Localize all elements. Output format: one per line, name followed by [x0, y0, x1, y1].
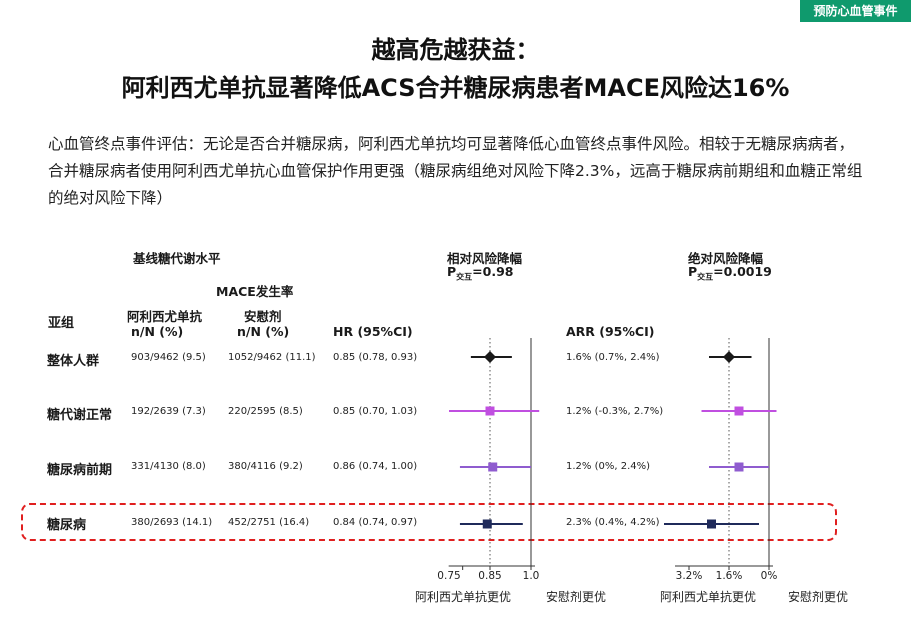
- row-placebo-normoglycemia: 220/2595 (8.5): [228, 406, 303, 417]
- rel-point-square: [488, 462, 498, 472]
- header-relative-risk: 相对风险降幅: [447, 251, 523, 266]
- page-title-line2: 阿利西尤单抗显著降低ACS合并糖尿病患者MACE风险达16%: [121, 74, 790, 102]
- diabetes-highlight-box: [21, 503, 837, 541]
- row-drug-overall: 903/9462 (9.5): [131, 352, 206, 363]
- category-badge: 预防心血管事件: [800, 0, 911, 22]
- header-arr: ARR (95%CI): [566, 324, 655, 339]
- row-label-diabetes: 糖尿病: [47, 518, 87, 533]
- row-arr-overall: 1.6% (0.7%, 2.4%): [566, 352, 660, 363]
- rel-point-square: [482, 519, 492, 529]
- row-placebo-prediabetes: 380/4116 (9.2): [228, 461, 303, 472]
- row-arr-prediabetes: 1.2% (0%, 2.4%): [566, 461, 651, 472]
- row-hr-normoglycemia: 0.85 (0.70, 1.03): [333, 406, 418, 417]
- row-drug-diabetes: 380/2693 (14.1): [131, 517, 213, 528]
- abs-point-square: [707, 519, 716, 529]
- header-baseline: 基线糖代谢水平: [133, 251, 221, 266]
- abs-tick-label: 0%: [760, 570, 778, 582]
- row-label-overall: 整体人群: [47, 354, 100, 369]
- header-placebo-unit: n/N (%): [237, 324, 290, 339]
- rel-point-square: [485, 406, 495, 416]
- rel-tick-label: 0.75: [437, 570, 461, 582]
- rel-point-diamond: [484, 351, 496, 363]
- rel-p-interaction: P交互=0.98: [447, 264, 514, 282]
- rel-tick-label: 0.85: [478, 570, 502, 582]
- intro-paragraph: 心血管终点事件评估：无论是否合并糖尿病，阿利西尤单抗均可显著降低心血管终点事件风…: [48, 135, 863, 207]
- row-hr-prediabetes: 0.86 (0.74, 1.00): [333, 461, 418, 472]
- header-mace-rate: MACE发生率: [216, 284, 294, 299]
- abs-point-square: [734, 406, 744, 416]
- abs-point-diamond: [723, 351, 735, 363]
- row-drug-normoglycemia: 192/2639 (7.3): [131, 406, 206, 417]
- rel-tick-label: 1.0: [522, 570, 540, 582]
- abs-tick-label: 3.2%: [675, 570, 703, 582]
- row-label-prediabetes: 糖尿病前期: [47, 463, 113, 478]
- rel-favors-right: 安慰剂更优: [546, 590, 607, 604]
- abs-favors-left: 阿利西尤单抗更优: [660, 590, 757, 604]
- page-title-line1: 越高危越获益：: [371, 36, 540, 64]
- header-placebo: 安慰剂: [244, 309, 282, 324]
- header-subgroup: 亚组: [48, 316, 75, 331]
- row-drug-prediabetes: 331/4130 (8.0): [131, 461, 206, 472]
- row-hr-diabetes: 0.84 (0.74, 0.97): [333, 517, 418, 528]
- row-placebo-diabetes: 452/2751 (16.4): [228, 517, 310, 528]
- header-drug-unit: n/N (%): [131, 324, 184, 339]
- header-hr: HR (95%CI): [333, 324, 413, 339]
- abs-p-interaction: P交互=0.0019: [688, 264, 772, 282]
- row-arr-diabetes: 2.3% (0.4%, 4.2%): [566, 517, 660, 528]
- row-label-normoglycemia: 糖代谢正常: [47, 408, 113, 423]
- row-placebo-overall: 1052/9462 (11.1): [228, 352, 316, 363]
- abs-favors-right: 安慰剂更优: [788, 590, 849, 604]
- header-drug: 阿利西尤单抗: [127, 309, 203, 324]
- abs-tick-label: 1.6%: [715, 570, 743, 582]
- abs-point-square: [734, 462, 744, 472]
- rel-favors-left: 阿利西尤单抗更优: [415, 590, 512, 604]
- row-arr-normoglycemia: 1.2% (-0.3%, 2.7%): [566, 406, 664, 417]
- header-absolute-risk: 绝对风险降幅: [688, 251, 764, 266]
- row-hr-overall: 0.85 (0.78, 0.93): [333, 352, 418, 363]
